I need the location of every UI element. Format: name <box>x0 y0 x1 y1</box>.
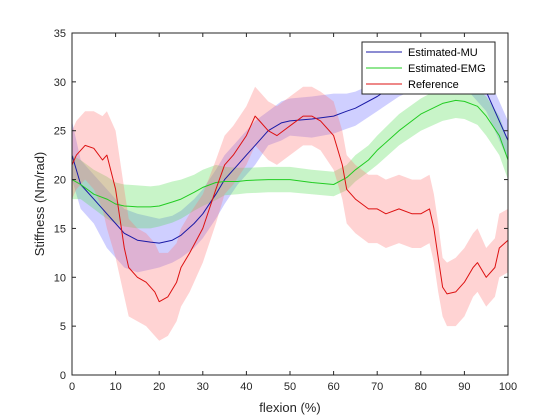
y-tick-label: 35 <box>54 28 66 40</box>
x-tick-label: 30 <box>197 381 209 393</box>
y-tick-label: 20 <box>54 175 66 187</box>
y-tick-label: 25 <box>54 126 66 138</box>
legend: Estimated-MU Estimated-EMG Reference <box>361 41 496 95</box>
band-reference <box>72 86 508 341</box>
y-tick-label: 0 <box>60 370 66 382</box>
line-estimated-emg <box>71 99 509 208</box>
x-tick-label: 90 <box>458 381 470 393</box>
x-tick-label: 10 <box>109 381 121 393</box>
legend-label: Reference <box>408 79 459 91</box>
x-tick-label: 80 <box>415 381 427 393</box>
y-tick-label: 30 <box>54 77 66 89</box>
legend-label: Estimated-EMG <box>408 63 486 75</box>
y-tick-label: 10 <box>54 272 66 284</box>
band-estimated-mu <box>72 52 508 273</box>
x-tick-label: 40 <box>240 381 252 393</box>
y-tick-label: 5 <box>60 321 66 333</box>
x-axis-ticks: 0 10 20 30 40 50 60 70 80 90 100 <box>69 33 517 393</box>
line-reference <box>71 115 509 303</box>
y-axis-ticks: 0 5 10 15 20 25 30 35 <box>54 28 508 382</box>
legend-label: Estimated-MU <box>408 47 478 59</box>
x-tick-label: 100 <box>499 381 517 393</box>
x-tick-label: 50 <box>284 381 296 393</box>
y-tick-label: 15 <box>54 223 66 235</box>
x-tick-label: 20 <box>153 381 165 393</box>
x-tick-label: 60 <box>327 381 339 393</box>
x-tick-label: 0 <box>69 381 75 393</box>
x-axis-label: flexion (%) <box>259 400 320 415</box>
x-tick-label: 70 <box>371 381 383 393</box>
y-axis-label: Stiffness (Nm/rad) <box>32 152 47 257</box>
confidence-bands <box>72 52 508 341</box>
band-estimated-emg <box>72 83 508 229</box>
